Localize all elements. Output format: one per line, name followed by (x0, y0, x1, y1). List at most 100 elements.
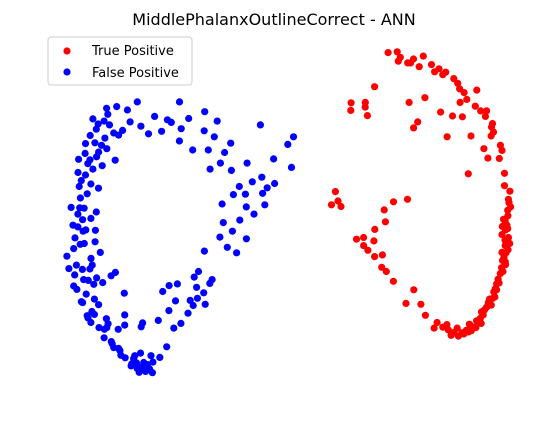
point-false-positive (110, 344, 118, 352)
point-false-positive (143, 363, 152, 371)
point-true-positive (443, 321, 451, 329)
point-false-positive (75, 155, 83, 163)
point-true-positive (473, 86, 481, 94)
point-false-positive (235, 182, 243, 191)
point-false-positive (131, 352, 139, 360)
point-false-positive (243, 159, 251, 167)
point-false-positive (93, 274, 101, 282)
point-true-positive (500, 182, 509, 190)
point-false-positive (123, 106, 131, 114)
point-false-positive (93, 153, 101, 161)
point-true-positive (337, 202, 345, 211)
point-false-positive (84, 160, 92, 168)
point-false-positive (149, 358, 157, 366)
point-false-positive (91, 238, 99, 246)
point-true-positive (419, 52, 427, 60)
point-false-positive (219, 219, 227, 227)
point-false-positive (242, 235, 250, 243)
point-true-positive (427, 61, 436, 69)
point-false-positive (87, 214, 95, 222)
point-true-positive (370, 237, 378, 245)
point-true-positive (331, 188, 339, 196)
point-false-positive (213, 117, 221, 125)
point-false-positive (193, 283, 201, 291)
point-false-positive (159, 287, 167, 296)
point-false-positive (151, 112, 159, 120)
point-false-positive (126, 118, 134, 126)
point-false-positive (210, 133, 218, 141)
point-false-positive (221, 148, 229, 157)
point-false-positive (284, 140, 292, 148)
points-layer (63, 48, 515, 377)
point-false-positive (82, 290, 90, 298)
point-false-positive (94, 120, 102, 128)
point-true-positive (380, 206, 388, 214)
point-true-positive (471, 102, 479, 110)
point-false-positive (95, 324, 103, 332)
point-false-positive (241, 190, 249, 198)
point-false-positive (119, 126, 127, 134)
point-false-positive (189, 146, 197, 154)
point-false-positive (71, 234, 79, 242)
point-false-positive (208, 276, 216, 284)
point-false-positive (96, 248, 104, 256)
point-false-positive (79, 216, 87, 224)
point-true-positive (405, 98, 413, 106)
point-false-positive (121, 321, 129, 329)
point-false-positive (81, 140, 90, 148)
point-false-positive (163, 343, 171, 351)
point-true-positive (448, 112, 457, 120)
point-false-positive (69, 221, 77, 229)
point-false-positive (227, 166, 235, 174)
point-true-positive (467, 132, 475, 140)
point-true-positive (484, 154, 492, 162)
legend: True Positive False Positive (47, 36, 193, 86)
point-true-positive (371, 83, 379, 91)
point-true-positive (410, 286, 418, 294)
point-false-positive (107, 338, 115, 346)
point-true-positive (334, 197, 342, 205)
point-false-positive (114, 325, 122, 333)
point-false-positive (82, 226, 90, 234)
point-false-positive (121, 311, 129, 319)
point-false-positive (101, 134, 109, 142)
point-false-positive (107, 272, 115, 280)
point-false-positive (75, 182, 83, 191)
point-false-positive (104, 320, 112, 328)
point-true-positive (389, 198, 398, 206)
point-false-positive (193, 294, 201, 302)
point-false-positive (70, 245, 78, 253)
point-true-positive (437, 108, 445, 116)
point-true-positive (487, 132, 495, 140)
point-false-positive (194, 267, 203, 276)
point-false-positive (218, 200, 226, 208)
point-true-positive (384, 49, 392, 57)
point-false-positive (258, 173, 266, 181)
point-false-positive (91, 226, 99, 234)
point-false-positive (77, 177, 85, 185)
point-false-positive (90, 310, 98, 318)
point-true-positive (454, 79, 462, 87)
point-false-positive (248, 178, 256, 186)
point-false-positive (229, 191, 237, 199)
point-true-positive (504, 206, 512, 214)
point-true-positive (506, 187, 514, 195)
point-false-positive (117, 351, 125, 359)
legend-marker-false-positive (63, 68, 71, 76)
point-false-positive (76, 204, 84, 212)
point-false-positive (228, 227, 236, 235)
point-false-positive (104, 110, 112, 118)
point-false-positive (77, 298, 85, 306)
point-false-positive (67, 203, 75, 211)
point-true-positive (495, 154, 503, 163)
point-true-positive (477, 107, 485, 115)
point-true-positive (364, 246, 372, 254)
point-true-positive (415, 63, 423, 71)
point-false-positive (78, 265, 86, 273)
point-false-positive (99, 279, 107, 287)
point-true-positive (381, 218, 389, 226)
point-false-positive (92, 208, 100, 216)
point-false-positive (256, 121, 264, 129)
point-true-positive (327, 201, 336, 209)
